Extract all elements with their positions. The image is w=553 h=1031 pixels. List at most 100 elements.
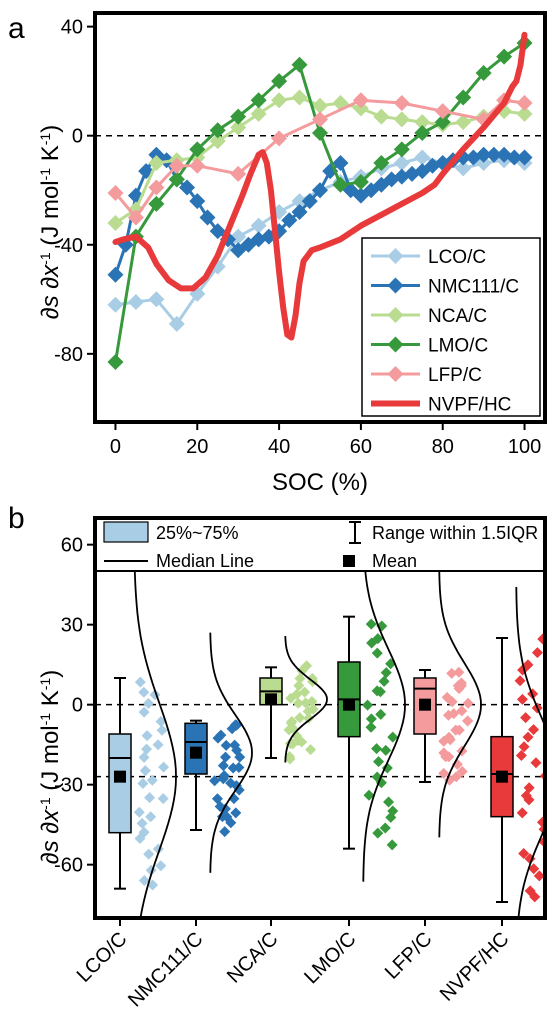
scatter-point bbox=[536, 816, 545, 828]
legend-mean-label: Mean bbox=[372, 551, 417, 571]
scatter-point bbox=[230, 719, 242, 731]
data-point bbox=[168, 157, 185, 174]
scatter-point bbox=[514, 675, 526, 687]
panel-a-ylabel: ∂s ∂x-1 (J mol-1 K-1) bbox=[37, 125, 64, 319]
scatter-point bbox=[211, 793, 223, 805]
scatter-point bbox=[373, 756, 385, 768]
legend-diamond-marker bbox=[387, 277, 404, 294]
legend-item: NVPF/HC bbox=[371, 395, 511, 416]
data-point bbox=[291, 204, 308, 221]
legend-label: NVPF/HC bbox=[428, 395, 511, 416]
data-point bbox=[516, 94, 533, 111]
x-tick-label: 80 bbox=[432, 436, 454, 458]
data-point bbox=[209, 133, 226, 150]
category-label: LFP/C bbox=[381, 928, 437, 984]
data-point bbox=[281, 212, 298, 229]
data-point bbox=[332, 154, 349, 171]
data-point bbox=[434, 114, 451, 131]
scatter-point bbox=[522, 731, 534, 743]
scatter-point bbox=[294, 672, 306, 684]
data-point bbox=[189, 141, 206, 158]
scatter-point bbox=[147, 879, 159, 891]
data-point bbox=[414, 149, 431, 166]
scatter-point bbox=[379, 822, 391, 834]
data-point bbox=[148, 195, 165, 212]
data-point bbox=[148, 291, 165, 308]
data-point bbox=[291, 56, 308, 73]
data-point bbox=[434, 103, 451, 120]
scatter-point bbox=[291, 688, 303, 700]
scatter-point bbox=[362, 699, 374, 711]
x-tick-label: 40 bbox=[268, 436, 290, 458]
scatter-point bbox=[158, 761, 170, 773]
data-point bbox=[271, 73, 288, 90]
category-label: LMO/C bbox=[300, 928, 360, 988]
scatter-point bbox=[455, 677, 467, 689]
scatter-point bbox=[293, 680, 305, 692]
data-point bbox=[455, 114, 472, 131]
series-nvpf-hc bbox=[112, 31, 528, 341]
series-line bbox=[112, 31, 528, 341]
scatter-point bbox=[138, 874, 150, 886]
scatter-point bbox=[380, 744, 392, 756]
data-point bbox=[107, 214, 124, 231]
scatter-point bbox=[225, 777, 237, 789]
data-point bbox=[373, 154, 390, 171]
x-tick-label: 0 bbox=[110, 436, 121, 458]
scatter-point bbox=[138, 686, 150, 698]
legend-item: LFP/C bbox=[371, 365, 482, 386]
scatter-point bbox=[306, 672, 318, 684]
y-tick-label: -40 bbox=[54, 235, 83, 257]
legend-item: NMC111/C bbox=[371, 277, 519, 298]
data-point bbox=[414, 124, 431, 141]
data-point bbox=[189, 157, 206, 174]
panel-a-letter: a bbox=[8, 12, 25, 45]
y-tick-label: 0 bbox=[72, 126, 83, 148]
scatter-point bbox=[533, 870, 545, 882]
box-group-nmc111-c bbox=[184, 632, 253, 873]
scatter-point bbox=[365, 721, 377, 733]
scatter-point bbox=[516, 807, 528, 819]
scatter-point bbox=[209, 775, 221, 787]
scatter-point bbox=[363, 789, 375, 801]
scatter-point bbox=[134, 676, 146, 688]
y-tick-label: -60 bbox=[54, 855, 83, 877]
panel-a-plot-area bbox=[95, 31, 545, 371]
data-point bbox=[209, 223, 226, 240]
data-point bbox=[475, 64, 492, 81]
data-point bbox=[168, 171, 185, 188]
legend-label: NCA/C bbox=[428, 306, 487, 327]
scatter-point bbox=[146, 774, 158, 786]
scatter-point bbox=[438, 767, 450, 779]
panel-b-frame bbox=[93, 516, 547, 920]
scatter-point bbox=[233, 761, 245, 773]
data-point bbox=[127, 294, 144, 311]
scatter-point bbox=[303, 712, 315, 724]
data-point bbox=[496, 48, 513, 65]
data-point bbox=[271, 92, 288, 109]
data-point bbox=[107, 184, 124, 201]
panel-a-legend: LCO/C NMC111/C NCA/C LMO/C LFP/C NVPF/HC bbox=[361, 237, 541, 417]
scatter-point bbox=[456, 705, 468, 717]
y-tick-label: 0 bbox=[72, 695, 83, 717]
scatter-point bbox=[386, 839, 398, 851]
legend-box-label: 25%~75% bbox=[156, 523, 239, 543]
scatter-point bbox=[306, 695, 318, 707]
data-point bbox=[250, 105, 267, 122]
scatter-point bbox=[217, 760, 229, 772]
scatter-point bbox=[371, 685, 383, 697]
legend-diamond-marker bbox=[387, 366, 404, 382]
distribution-curve bbox=[209, 632, 253, 873]
scatter-point bbox=[453, 666, 465, 678]
data-point bbox=[352, 100, 369, 117]
scatter-point bbox=[299, 686, 311, 698]
data-point bbox=[506, 149, 523, 166]
mean-marker bbox=[419, 698, 431, 711]
legend-range-label: Range within 1.5IQR bbox=[372, 523, 538, 543]
scatter-point bbox=[462, 697, 474, 709]
scatter-point bbox=[446, 667, 458, 679]
legend-range-whisker-icon bbox=[349, 521, 361, 544]
category-label: LCO/C bbox=[73, 928, 132, 987]
data-point bbox=[455, 89, 472, 106]
mean-marker bbox=[265, 693, 277, 706]
